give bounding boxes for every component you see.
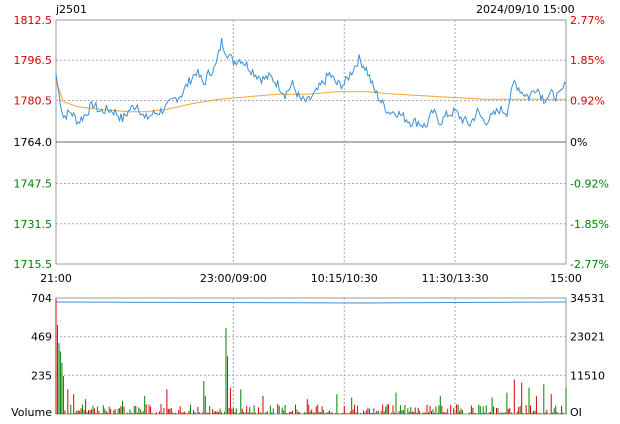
oi-tick-label: 23021 — [570, 331, 605, 344]
volume-axis-label: Volume — [11, 406, 52, 419]
y-tick-label: 1796.5 — [14, 54, 53, 67]
oi-tick-label: 34531 — [570, 292, 605, 305]
x-tick-label: 21:00 — [40, 272, 72, 285]
oi-tick-label: 11510 — [570, 369, 605, 382]
oi-axis-label: OI — [570, 406, 582, 419]
y-tick-label: 1812.5 — [14, 14, 53, 27]
pct-tick-label: -2.77% — [570, 258, 609, 271]
y-tick-label: 1715.5 — [14, 258, 53, 271]
x-tick-label: 23:00/09:00 — [200, 272, 267, 285]
symbol-label: j2501 — [56, 3, 88, 16]
pct-tick-label: 1.85% — [570, 54, 605, 67]
pct-tick-label: 0% — [570, 136, 587, 149]
y-tick-label: 1731.5 — [14, 218, 53, 231]
pct-tick-label: -1.85% — [570, 218, 609, 231]
pct-tick-label: -0.92% — [570, 178, 609, 191]
average-price-line — [55, 81, 566, 113]
x-tick-label: 15:00 — [550, 272, 582, 285]
y-tick-label: 1764.0 — [14, 136, 53, 149]
y-tick-label: 1780.5 — [14, 94, 53, 107]
volume-tick-label: 704 — [31, 292, 52, 305]
open-interest-line — [55, 301, 567, 304]
x-tick-label: 11:30/13:30 — [422, 272, 489, 285]
x-tick-label: 10:15/10:30 — [311, 272, 378, 285]
volume-tick-label: 235 — [31, 369, 52, 382]
y-tick-label: 1747.5 — [14, 178, 53, 191]
pct-tick-label: 2.77% — [570, 14, 605, 27]
datetime-label: 2024/09/10 15:00 — [476, 3, 575, 16]
pct-tick-label: 0.92% — [570, 94, 605, 107]
volume-panel-frame — [55, 297, 567, 415]
volume-tick-label: 469 — [31, 331, 52, 344]
price-line — [55, 38, 567, 129]
